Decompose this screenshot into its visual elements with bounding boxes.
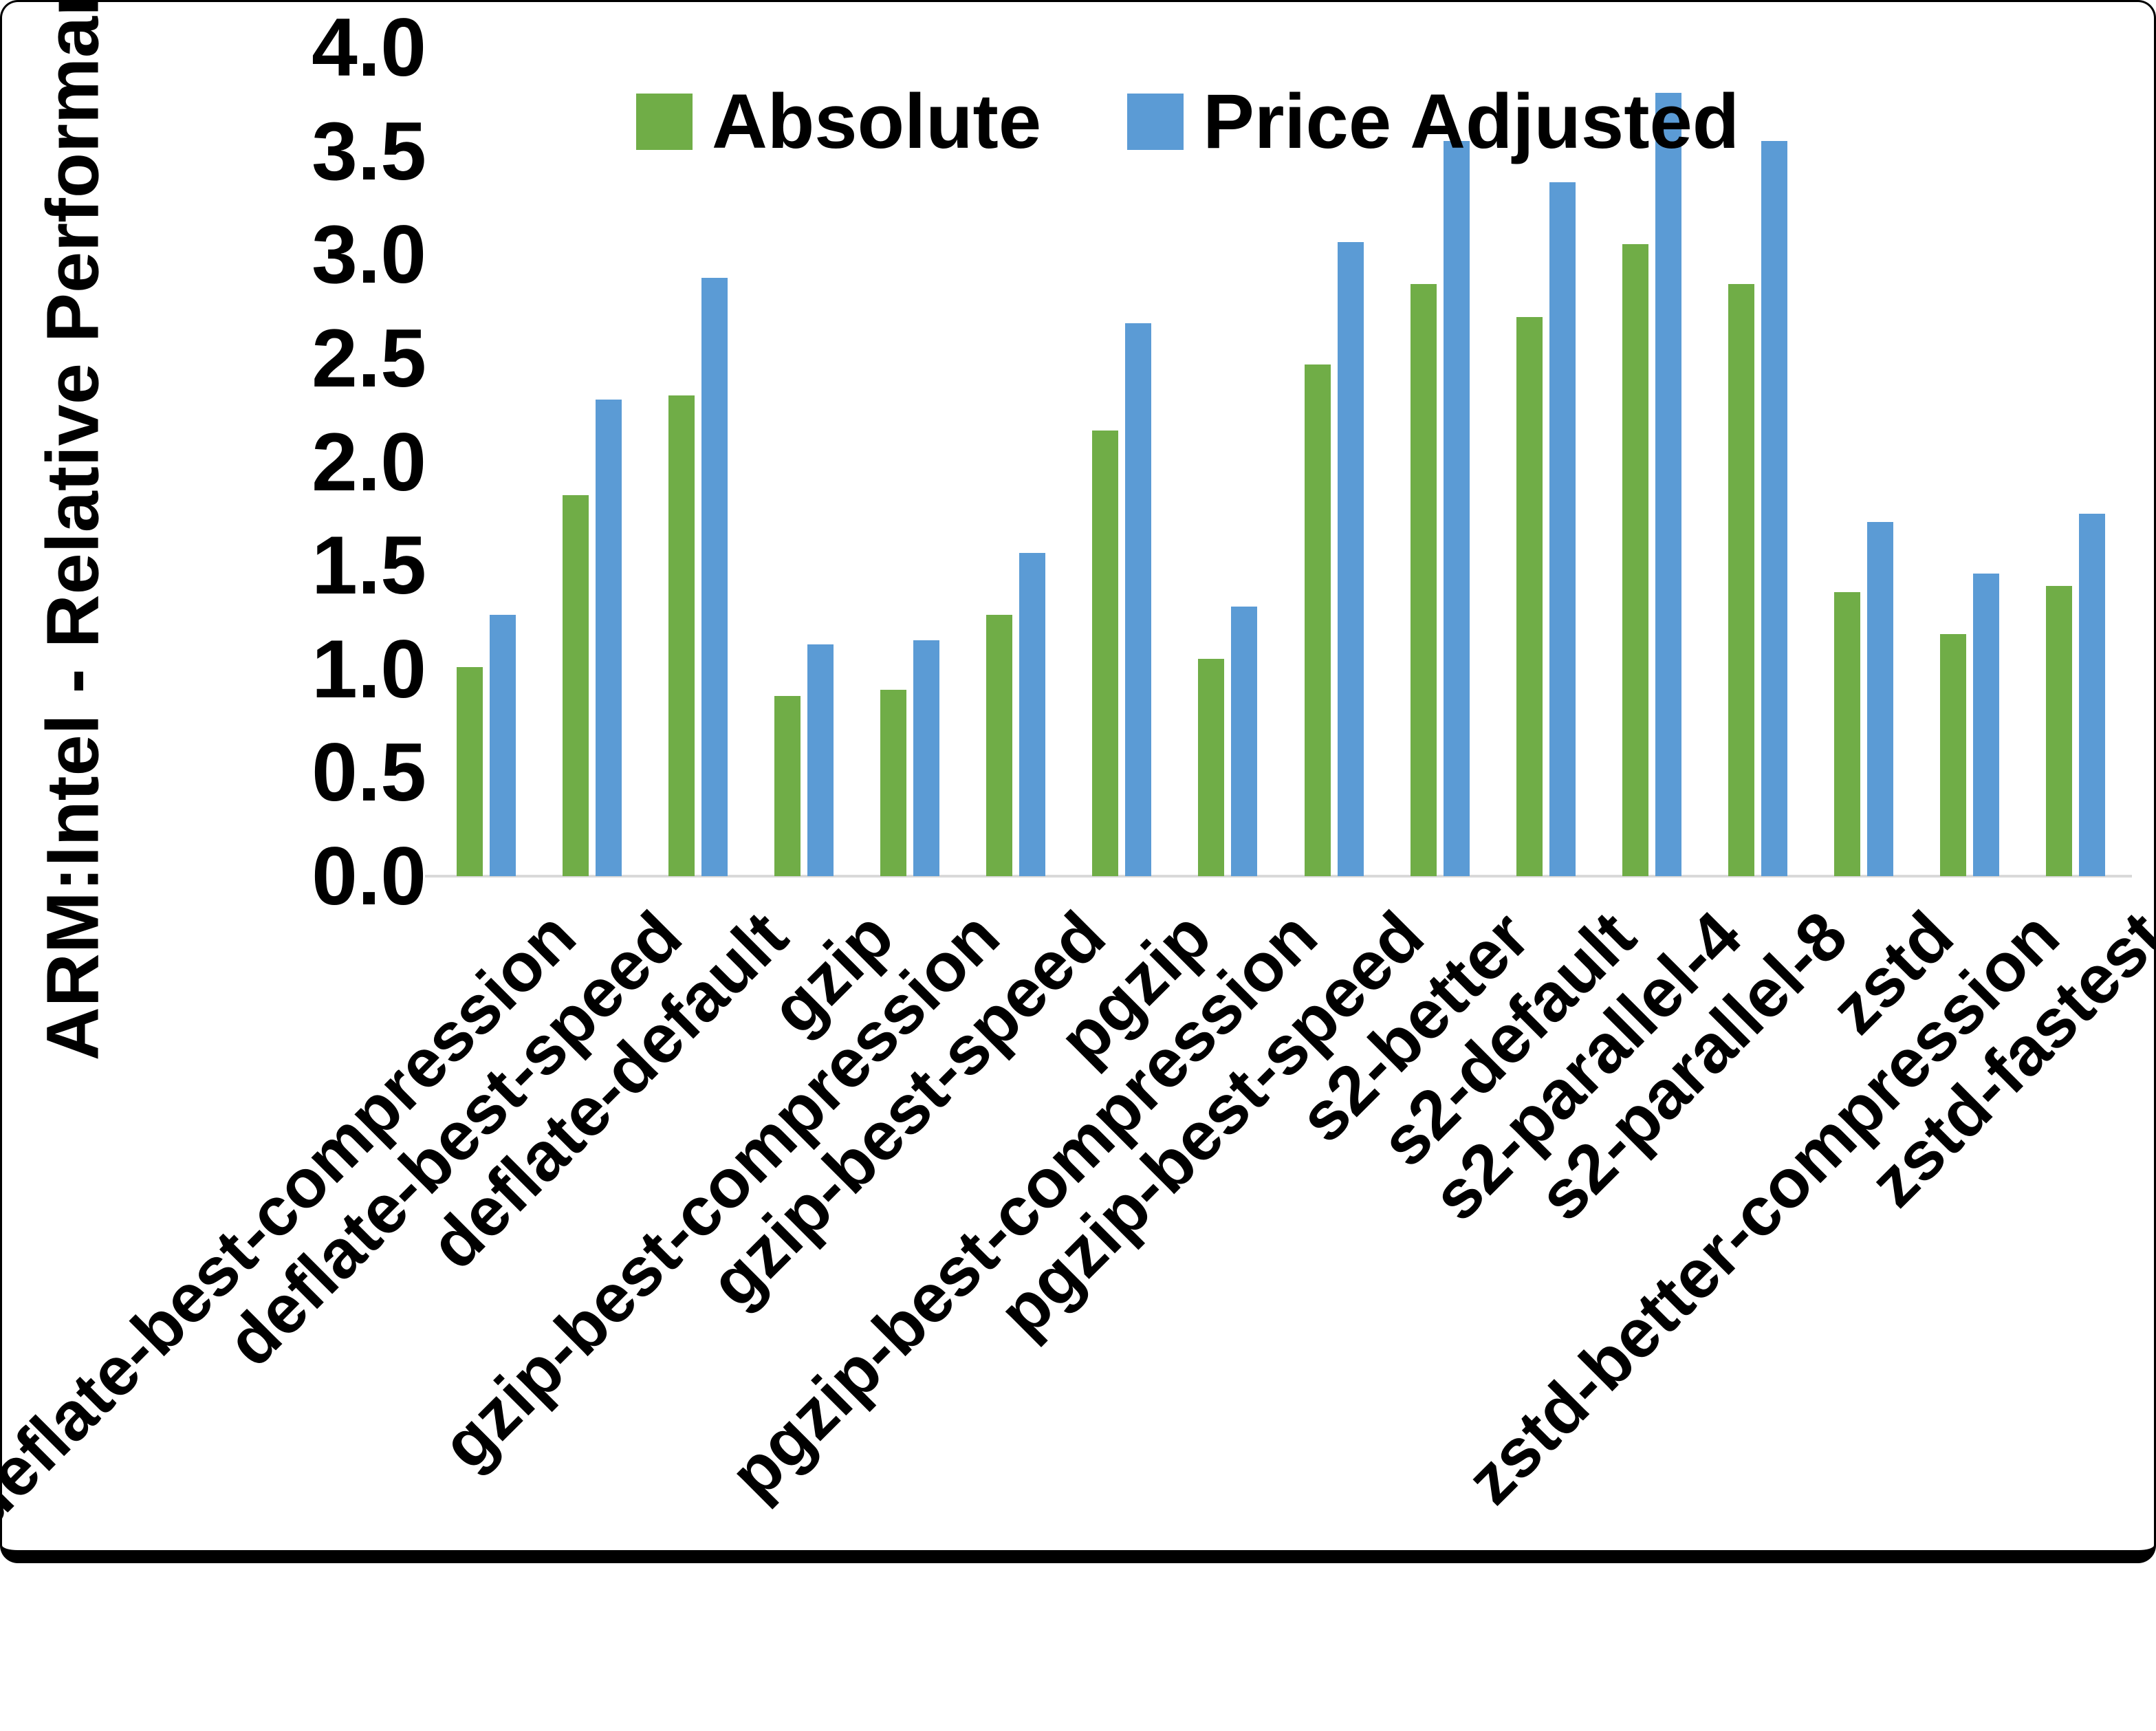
bar-price-adjusted-s2-parallel-8 — [1761, 140, 1787, 876]
bar-absolute-pgzip-best-speed — [1304, 364, 1331, 876]
bar-price-adjusted-gzip-best-compression — [913, 640, 940, 876]
y-tick-label: 1.5 — [312, 519, 426, 612]
y-tick-label: 1.0 — [312, 622, 426, 715]
legend-item-price-adjusted: Price Adjusted — [1127, 77, 1739, 166]
y-tick-label: 2.5 — [312, 312, 426, 404]
bar-price-adjusted-zstd-fastest — [2078, 513, 2105, 876]
bar-price-adjusted-s2-parallel-4 — [1655, 93, 1681, 876]
bar-price-adjusted-deflate-best-compression — [490, 615, 516, 876]
bar-absolute-zstd-fastest — [2045, 586, 2072, 876]
y-tick-label: 4.0 — [312, 1, 426, 94]
legend-swatch-icon — [1127, 93, 1184, 150]
bar-price-adjusted-deflate-best-speed — [596, 400, 622, 876]
bar-absolute-gzip — [774, 695, 801, 876]
bar-price-adjusted-s2-better — [1443, 140, 1470, 876]
y-tick-label: 3.0 — [312, 208, 426, 301]
bar-price-adjusted-pgzip-best-speed — [1337, 242, 1364, 876]
x-axis-line — [425, 875, 2132, 878]
legend-swatch-icon — [636, 93, 693, 150]
bar-absolute-pgzip-best-compression — [1198, 658, 1225, 876]
bar-absolute-gzip-best-speed — [986, 615, 1013, 876]
bar-absolute-deflate-best-compression — [457, 666, 483, 876]
bar-price-adjusted-gzip-best-speed — [1019, 553, 1046, 876]
bar-absolute-s2-better — [1410, 283, 1437, 876]
y-tick-label: 0.5 — [312, 726, 426, 819]
bar-absolute-s2-parallel-8 — [1728, 283, 1754, 876]
y-tick-label: 2.0 — [312, 415, 426, 508]
bar-price-adjusted-s2-default — [1549, 182, 1576, 876]
bar-absolute-zstd — [1833, 592, 1860, 876]
legend: Absolute Price Adjusted — [636, 77, 1739, 166]
bar-absolute-gzip-best-compression — [880, 689, 907, 876]
bar-absolute-pgzip — [1092, 431, 1119, 876]
legend-label: Price Adjusted — [1203, 78, 1740, 164]
legend-item-absolute: Absolute — [636, 77, 1041, 166]
bar-absolute-deflate-best-speed — [563, 494, 589, 876]
y-axis-title: ARM:Intel - Relative Performance — [30, 0, 114, 1061]
bar-price-adjusted-zstd-better-compression — [1972, 574, 1999, 876]
bar-absolute-s2-default — [1516, 316, 1543, 876]
y-tick-label: 0.0 — [312, 830, 426, 922]
y-tick-label: 3.5 — [312, 105, 426, 197]
legend-label: Absolute — [712, 78, 1042, 164]
bar-absolute-deflate-default — [668, 395, 695, 876]
bar-price-adjusted-pgzip — [1125, 323, 1152, 876]
bar-chart: ARM:Intel - Relative Performance Absolut… — [0, 0, 2156, 1543]
bar-price-adjusted-deflate-default — [701, 277, 728, 876]
bar-absolute-zstd-better-compression — [1939, 633, 1966, 876]
bar-price-adjusted-zstd — [1866, 521, 1893, 876]
bar-price-adjusted-pgzip-best-compression — [1231, 607, 1258, 876]
bar-price-adjusted-gzip — [807, 644, 834, 876]
bar-absolute-s2-parallel-4 — [1622, 244, 1648, 876]
